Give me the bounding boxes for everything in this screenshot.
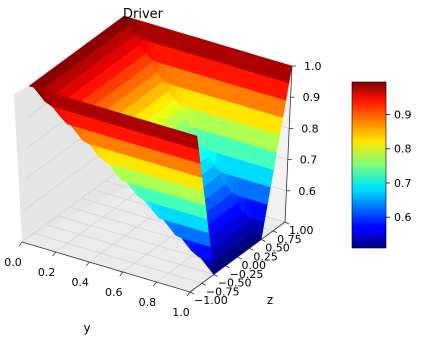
colorbar: 0.6 0.7 0.8 0.9 bbox=[352, 82, 412, 248]
z-tick-label: 1.00 bbox=[289, 224, 314, 237]
colorbar-tick-label: 0.6 bbox=[394, 211, 412, 224]
y-tick-label: 0.8 bbox=[139, 296, 157, 309]
chart-title: Driver bbox=[123, 7, 164, 22]
value-tick-label: 0.7 bbox=[300, 154, 318, 167]
y-tick-label: 0.4 bbox=[71, 276, 89, 289]
value-tick-label: 1.0 bbox=[304, 60, 322, 73]
y-tick bbox=[53, 252, 56, 256]
y-tick-label: 0.6 bbox=[105, 286, 123, 299]
value-tick-label: 0.8 bbox=[301, 122, 319, 135]
value-tick-label: 0.6 bbox=[298, 185, 316, 198]
y-tick bbox=[86, 262, 89, 266]
colorbar-gradient bbox=[352, 82, 386, 248]
y-tick-label: 1.0 bbox=[172, 306, 190, 319]
colorbar-tick-label: 0.8 bbox=[394, 143, 412, 156]
y-tick bbox=[153, 282, 156, 286]
y-tick-label: 0.2 bbox=[38, 266, 56, 279]
y-tick bbox=[19, 242, 22, 246]
z-axis-label: z bbox=[267, 293, 273, 307]
colorbar-ticks: 0.6 0.7 0.8 0.9 bbox=[386, 109, 412, 225]
colorbar-tick-label: 0.7 bbox=[394, 177, 412, 190]
y-tick-label: 0.0 bbox=[4, 256, 22, 269]
value-tick-label: 0.9 bbox=[303, 91, 321, 104]
y-tick bbox=[187, 292, 190, 296]
y-tick bbox=[120, 272, 123, 276]
colorbar-tick-label: 0.9 bbox=[394, 109, 412, 122]
y-axis-label: y bbox=[83, 321, 90, 335]
